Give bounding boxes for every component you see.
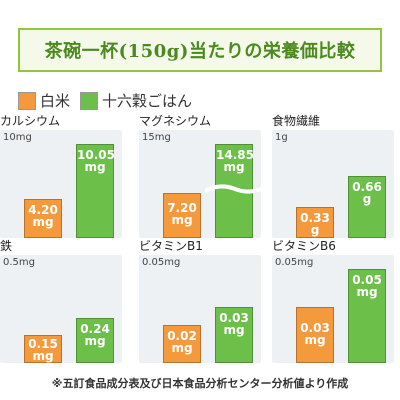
chart-panel-wrap: ビタミンB1 0.05mg 0.02 mg 0.03 mg xyxy=(139,239,261,363)
panel-ymax-label: 1g xyxy=(275,132,288,143)
legend-swatch-white-rice xyxy=(18,91,36,110)
legend-label-grain-rice: 十六穀ごはん xyxy=(102,92,193,110)
chart-panel-wrap: 鉄 0.5mg 0.15 mg 0.24 mg xyxy=(0,239,122,363)
bar-value-grain-rice: 0.03 mg xyxy=(219,310,249,337)
chart-panel: 15mg 7.20 mg 14.85 mg xyxy=(139,130,261,238)
bar-value-grain-rice: 10.05 mg xyxy=(77,148,115,174)
bar-grain-rice: 0.05 mg xyxy=(348,269,386,363)
chart-panel-wrap: ビタミンB6 0.05mg 0.03 mg 0.05 mg xyxy=(272,239,394,363)
bar-white-rice: 0.33 g xyxy=(296,206,334,238)
chart-title: 茶碗一杯(150g)当たりの栄養価比較 xyxy=(44,41,356,62)
panel-ymax-label: 15mg xyxy=(142,132,171,143)
panel-title: 食物繊維 xyxy=(272,114,321,128)
chart-panel: 10mg 4.20 mg 10.05 mg xyxy=(0,130,122,238)
chart-panel: 1g 0.33 g 0.66 g xyxy=(272,130,394,238)
panel-ymax-label: 0.05mg xyxy=(275,257,314,268)
legend-item-grain-rice: 十六穀ごはん xyxy=(80,90,192,111)
bar-value-white-rice: 4.20 mg xyxy=(28,202,58,229)
bar-value-white-rice: 7.20 mg xyxy=(167,201,197,228)
axis-break-mark xyxy=(205,184,261,194)
bar-white-rice: 0.02 mg xyxy=(163,325,201,363)
bar-value-grain-rice: 0.66 g xyxy=(352,179,382,206)
chart-panel: 0.05mg 0.03 mg 0.05 mg xyxy=(272,255,394,363)
bar-white-rice: 4.20 mg xyxy=(24,198,62,238)
bar-white-rice: 0.03 mg xyxy=(296,306,334,363)
panel-ymax-label: 0.5mg xyxy=(3,257,35,268)
panel-title: ビタミンB6 xyxy=(272,239,336,253)
bar-grain-rice: 0.66 g xyxy=(348,175,386,238)
chart-panel: 0.05mg 0.02 mg 0.03 mg xyxy=(139,255,261,363)
bar-grain-rice: 0.03 mg xyxy=(215,306,253,363)
bar-grain-rice: 10.05 mg xyxy=(76,144,115,238)
chart-title-box: 茶碗一杯(150g)当たりの栄養価比較 xyxy=(18,28,382,72)
bar-grain-rice: 0.24 mg xyxy=(76,317,114,363)
panel-title: 鉄 xyxy=(0,239,13,253)
panel-ymax-label: 10mg xyxy=(3,132,32,143)
footnote: ※五訂食品成分表及び日本食品分析センター分析値より作成 xyxy=(51,377,349,390)
chart-panel: 0.5mg 0.15 mg 0.24 mg xyxy=(0,255,122,363)
legend-label-white-rice: 白米 xyxy=(40,92,71,110)
bar-value-white-rice: 0.15 mg xyxy=(28,336,58,363)
bar-white-rice: 0.15 mg xyxy=(24,334,62,363)
bar-value-grain-rice: 14.85 mg xyxy=(216,148,254,174)
panel-title: ビタミンB1 xyxy=(139,239,203,253)
bar-value-grain-rice: 0.24 mg xyxy=(80,321,110,348)
legend-swatch-grain-rice xyxy=(80,91,99,110)
bar-value-white-rice: 0.03 mg xyxy=(300,320,330,347)
panel-title: マグネシウム xyxy=(139,114,212,128)
legend-item-white-rice: 白米 xyxy=(18,90,70,111)
chart-panel-wrap: カルシウム 10mg 4.20 mg 10.05 mg xyxy=(0,114,122,238)
legend: 白米 十六穀ごはん xyxy=(18,90,202,111)
chart-panel-wrap: 食物繊維 1g 0.33 g 0.66 g xyxy=(272,114,394,238)
chart-panel-wrap: マグネシウム 15mg 7.20 mg 14.85 mg xyxy=(139,114,261,238)
bar-white-rice: 7.20 mg xyxy=(163,192,201,238)
bar-value-white-rice: 0.33 g xyxy=(300,210,330,237)
bar-value-white-rice: 0.02 mg xyxy=(167,329,197,356)
panel-title: カルシウム xyxy=(0,114,61,128)
panel-ymax-label: 0.05mg xyxy=(142,257,181,268)
bar-value-grain-rice: 0.05 mg xyxy=(352,273,382,299)
